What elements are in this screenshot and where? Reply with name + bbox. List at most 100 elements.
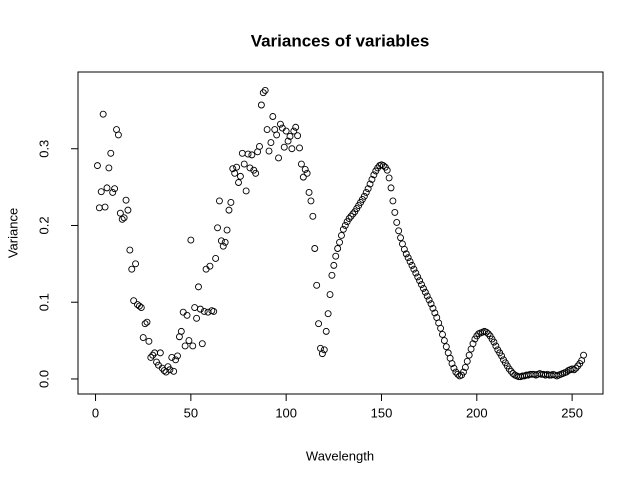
x-tick-label: 250	[561, 405, 583, 420]
point	[107, 149, 115, 157]
point	[400, 245, 408, 253]
point	[242, 187, 250, 195]
point	[219, 242, 227, 250]
point	[273, 131, 281, 139]
point	[328, 271, 336, 279]
point	[282, 127, 290, 135]
x-tick-label: 0	[92, 405, 99, 420]
point	[482, 328, 490, 336]
point	[305, 189, 313, 196]
point	[132, 260, 140, 268]
point	[580, 351, 588, 359]
point	[97, 188, 105, 196]
point	[269, 113, 277, 120]
point	[181, 342, 189, 350]
point	[419, 284, 427, 292]
point	[362, 189, 370, 196]
point	[349, 210, 357, 218]
point	[450, 364, 458, 372]
point	[105, 164, 113, 172]
point	[427, 300, 435, 308]
point	[248, 151, 256, 159]
point	[410, 265, 418, 273]
point	[322, 327, 330, 335]
point	[223, 226, 231, 234]
point	[288, 145, 296, 153]
point	[418, 281, 425, 289]
point	[292, 123, 300, 131]
point	[366, 180, 374, 188]
point	[139, 334, 147, 341]
point	[423, 292, 431, 300]
point	[315, 320, 323, 328]
point	[404, 254, 412, 262]
point	[185, 337, 193, 345]
point	[391, 208, 399, 216]
point	[103, 184, 111, 192]
point	[307, 197, 315, 205]
x-tick-label: 200	[466, 405, 488, 420]
point	[395, 227, 403, 235]
point	[461, 363, 469, 371]
point	[235, 179, 242, 186]
point	[463, 357, 471, 365]
point	[303, 169, 311, 177]
point	[383, 166, 391, 174]
point	[338, 232, 345, 239]
point	[252, 169, 260, 177]
point	[505, 365, 513, 373]
point	[437, 324, 445, 332]
point	[120, 214, 128, 222]
point	[360, 192, 368, 200]
point	[368, 175, 376, 183]
point	[259, 89, 267, 97]
point	[484, 330, 492, 338]
point	[334, 245, 342, 252]
point	[454, 370, 462, 378]
x-axis-label: Wavelength	[306, 448, 374, 463]
point	[562, 368, 570, 376]
point	[570, 366, 578, 374]
point	[147, 354, 155, 361]
point	[177, 327, 185, 335]
point	[431, 309, 439, 317]
chart-title: Variances of variables	[251, 31, 430, 50]
point	[297, 160, 305, 168]
point	[280, 143, 288, 151]
point	[572, 364, 580, 372]
point	[326, 291, 334, 298]
point	[393, 218, 401, 226]
point	[442, 343, 450, 351]
point	[174, 352, 181, 360]
point	[210, 307, 218, 315]
point	[227, 199, 235, 206]
point	[195, 283, 202, 291]
point	[345, 215, 353, 223]
point	[309, 212, 317, 220]
point	[128, 265, 136, 273]
point	[414, 273, 422, 281]
point	[507, 367, 515, 375]
y-tick-label: 0.1	[36, 293, 51, 311]
point	[397, 234, 404, 242]
point	[145, 337, 153, 345]
point	[257, 101, 265, 109]
y-axis-label: Variance	[5, 208, 20, 258]
point	[421, 288, 429, 296]
point	[469, 340, 477, 348]
point	[122, 196, 130, 204]
point	[370, 171, 378, 179]
point	[490, 338, 498, 346]
point	[244, 150, 252, 158]
point	[425, 296, 433, 304]
point	[246, 164, 254, 172]
point	[130, 297, 138, 305]
point	[236, 172, 244, 180]
point	[385, 174, 393, 182]
point	[332, 252, 340, 260]
point	[284, 137, 292, 145]
point	[416, 277, 424, 285]
point	[263, 126, 271, 134]
point	[261, 86, 269, 94]
